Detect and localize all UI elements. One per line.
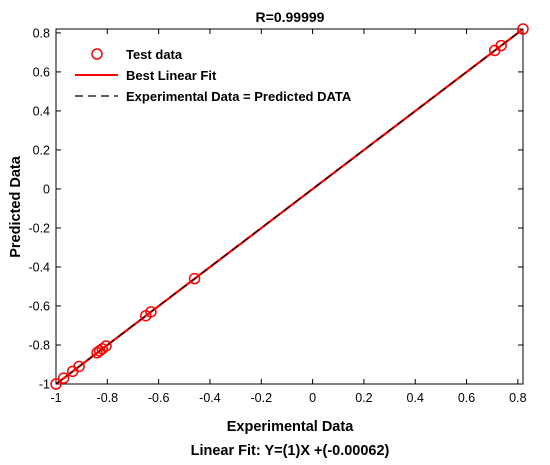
y-tick-label: -0.6 [28, 299, 50, 313]
y-tick-label: -0.2 [28, 221, 50, 235]
y-tick-label: -1 [39, 378, 50, 392]
x-tick-label: -0.4 [199, 391, 221, 405]
x-tick-label: 0.6 [458, 391, 475, 405]
data-points [50, 23, 529, 390]
data-point [50, 378, 62, 390]
y-tick-label: 0.8 [33, 26, 50, 40]
legend-label-identity: Experimental Data = Predicted DATA [126, 89, 352, 104]
series-lines [55, 28, 524, 385]
x-axis-label: Experimental Data [227, 419, 354, 435]
axis-ticks: -1 -0.8 -0.6 -0.4 -0.2 0 0.2 0.4 0.6 0.8 -1 -0.8 -0.… [28, 26, 526, 405]
y-tick-label: 0.4 [33, 104, 50, 118]
identity-line [55, 28, 524, 385]
linear-fit-equation: Linear Fit: Y=(1)X +(-0.00062) [191, 443, 390, 459]
x-tick-label: -1 [50, 391, 61, 405]
x-tick-label: -0.2 [251, 391, 273, 405]
x-tick-label: -0.8 [97, 391, 119, 405]
x-tick-label: 0.8 [509, 391, 526, 405]
y-tick-label: 0.2 [33, 143, 50, 157]
data-point [495, 39, 507, 52]
data-point [100, 340, 112, 352]
y-tick-label: 0.6 [33, 65, 50, 79]
x-tick-label: -0.6 [148, 391, 170, 405]
data-point [145, 306, 157, 318]
y-axis-label: Predicted Data [8, 155, 24, 257]
x-tick-label: 0 [309, 391, 316, 405]
legend-label-test-data: Test data [126, 47, 183, 62]
y-tick-label: 0 [43, 182, 50, 196]
data-point [73, 360, 85, 373]
legend: Test data Best Linear Fit Experimental D… [75, 47, 352, 104]
y-tick-label: -0.4 [28, 260, 50, 274]
data-point [517, 23, 529, 35]
legend-label-best-fit: Best Linear Fit [126, 68, 217, 83]
chart-title: R=0.99999 [256, 9, 325, 25]
data-point [57, 372, 70, 384]
y-tick-label: -0.8 [28, 338, 50, 352]
legend-marker-test-data [91, 48, 103, 60]
x-tick-label: 0.2 [355, 391, 372, 405]
x-tick-label: 0.4 [407, 391, 424, 405]
data-point [188, 272, 201, 285]
